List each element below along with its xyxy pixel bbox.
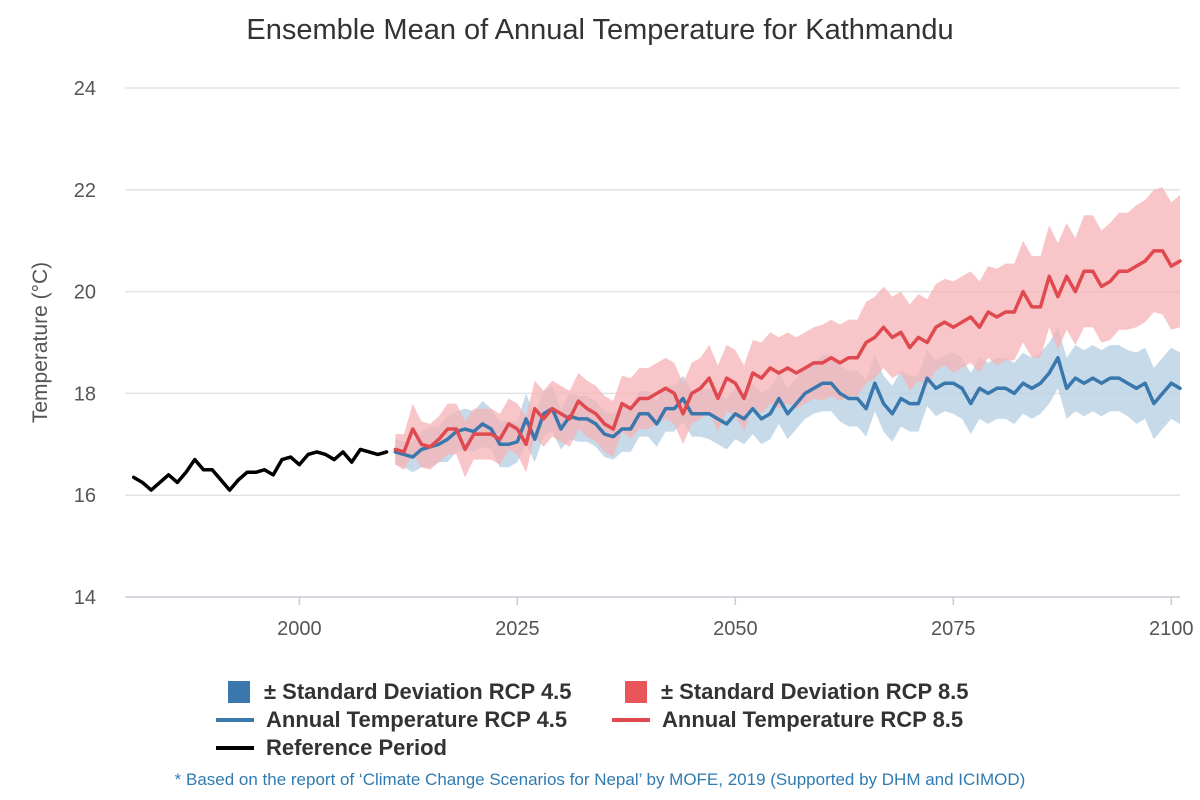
y-tick-label: 22 (74, 180, 96, 202)
legend-label-line-rcp45: Annual Temperature RCP 4.5 (266, 707, 568, 732)
y-tick-label: 16 (74, 485, 96, 507)
legend-swatch-band-rcp45 (228, 681, 250, 703)
y-axis-label: Temperature (°C) (29, 262, 52, 423)
band-rcp85 (395, 187, 1180, 478)
legend-swatch-line-rcp45 (216, 718, 254, 722)
line-reference (131, 447, 389, 492)
x-tick-label: 2075 (931, 618, 976, 640)
y-tick-label: 20 (74, 282, 96, 304)
y-tick-label: 14 (74, 587, 96, 609)
legend-item-band-rcp45[interactable]: ± Standard Deviation RCP 4.5 (228, 678, 572, 706)
sd-bands (395, 187, 1180, 478)
legend-item-reference[interactable]: Reference Period (216, 734, 447, 762)
legend-label-band-rcp45: ± Standard Deviation RCP 4.5 (264, 679, 572, 704)
footnote: * Based on the report of ‘Climate Change… (174, 770, 1026, 789)
x-tick-label: 2100 (1149, 618, 1194, 640)
series-lines (131, 249, 1182, 492)
legend-label-band-rcp85: ± Standard Deviation RCP 8.5 (661, 679, 969, 704)
line-rcp85 (393, 249, 1182, 454)
legend-swatch-line-rcp85 (612, 718, 650, 722)
chart-title: Ensemble Mean of Annual Temperature for … (246, 14, 954, 46)
legend-swatch-band-rcp85 (625, 681, 647, 703)
y-tick-label: 24 (74, 78, 96, 100)
line-rcp45 (393, 356, 1182, 459)
legend-label-reference: Reference Period (266, 735, 447, 760)
legend-item-line-rcp45[interactable]: Annual Temperature RCP 4.5 (216, 706, 567, 734)
legend-item-line-rcp85[interactable]: Annual Temperature RCP 8.5 (612, 706, 963, 734)
x-tick-label: 2050 (713, 618, 758, 640)
x-tick-label: 2000 (277, 618, 322, 640)
axes: 14 16 18 20 22 24 2000 2025 2050 2075 2100 Temperat… (29, 78, 1194, 640)
legend-label-line-rcp85: Annual Temperature RCP 8.5 (662, 707, 964, 732)
y-tick-label: 18 (74, 383, 96, 405)
legend-item-band-rcp85[interactable]: ± Standard Deviation RCP 8.5 (625, 678, 969, 706)
chart-plot: 14 16 18 20 22 24 2000 2025 2050 2075 2100 Temperat… (29, 78, 1194, 640)
x-tick-label: 2025 (495, 618, 540, 640)
legend-swatch-reference (216, 746, 254, 750)
